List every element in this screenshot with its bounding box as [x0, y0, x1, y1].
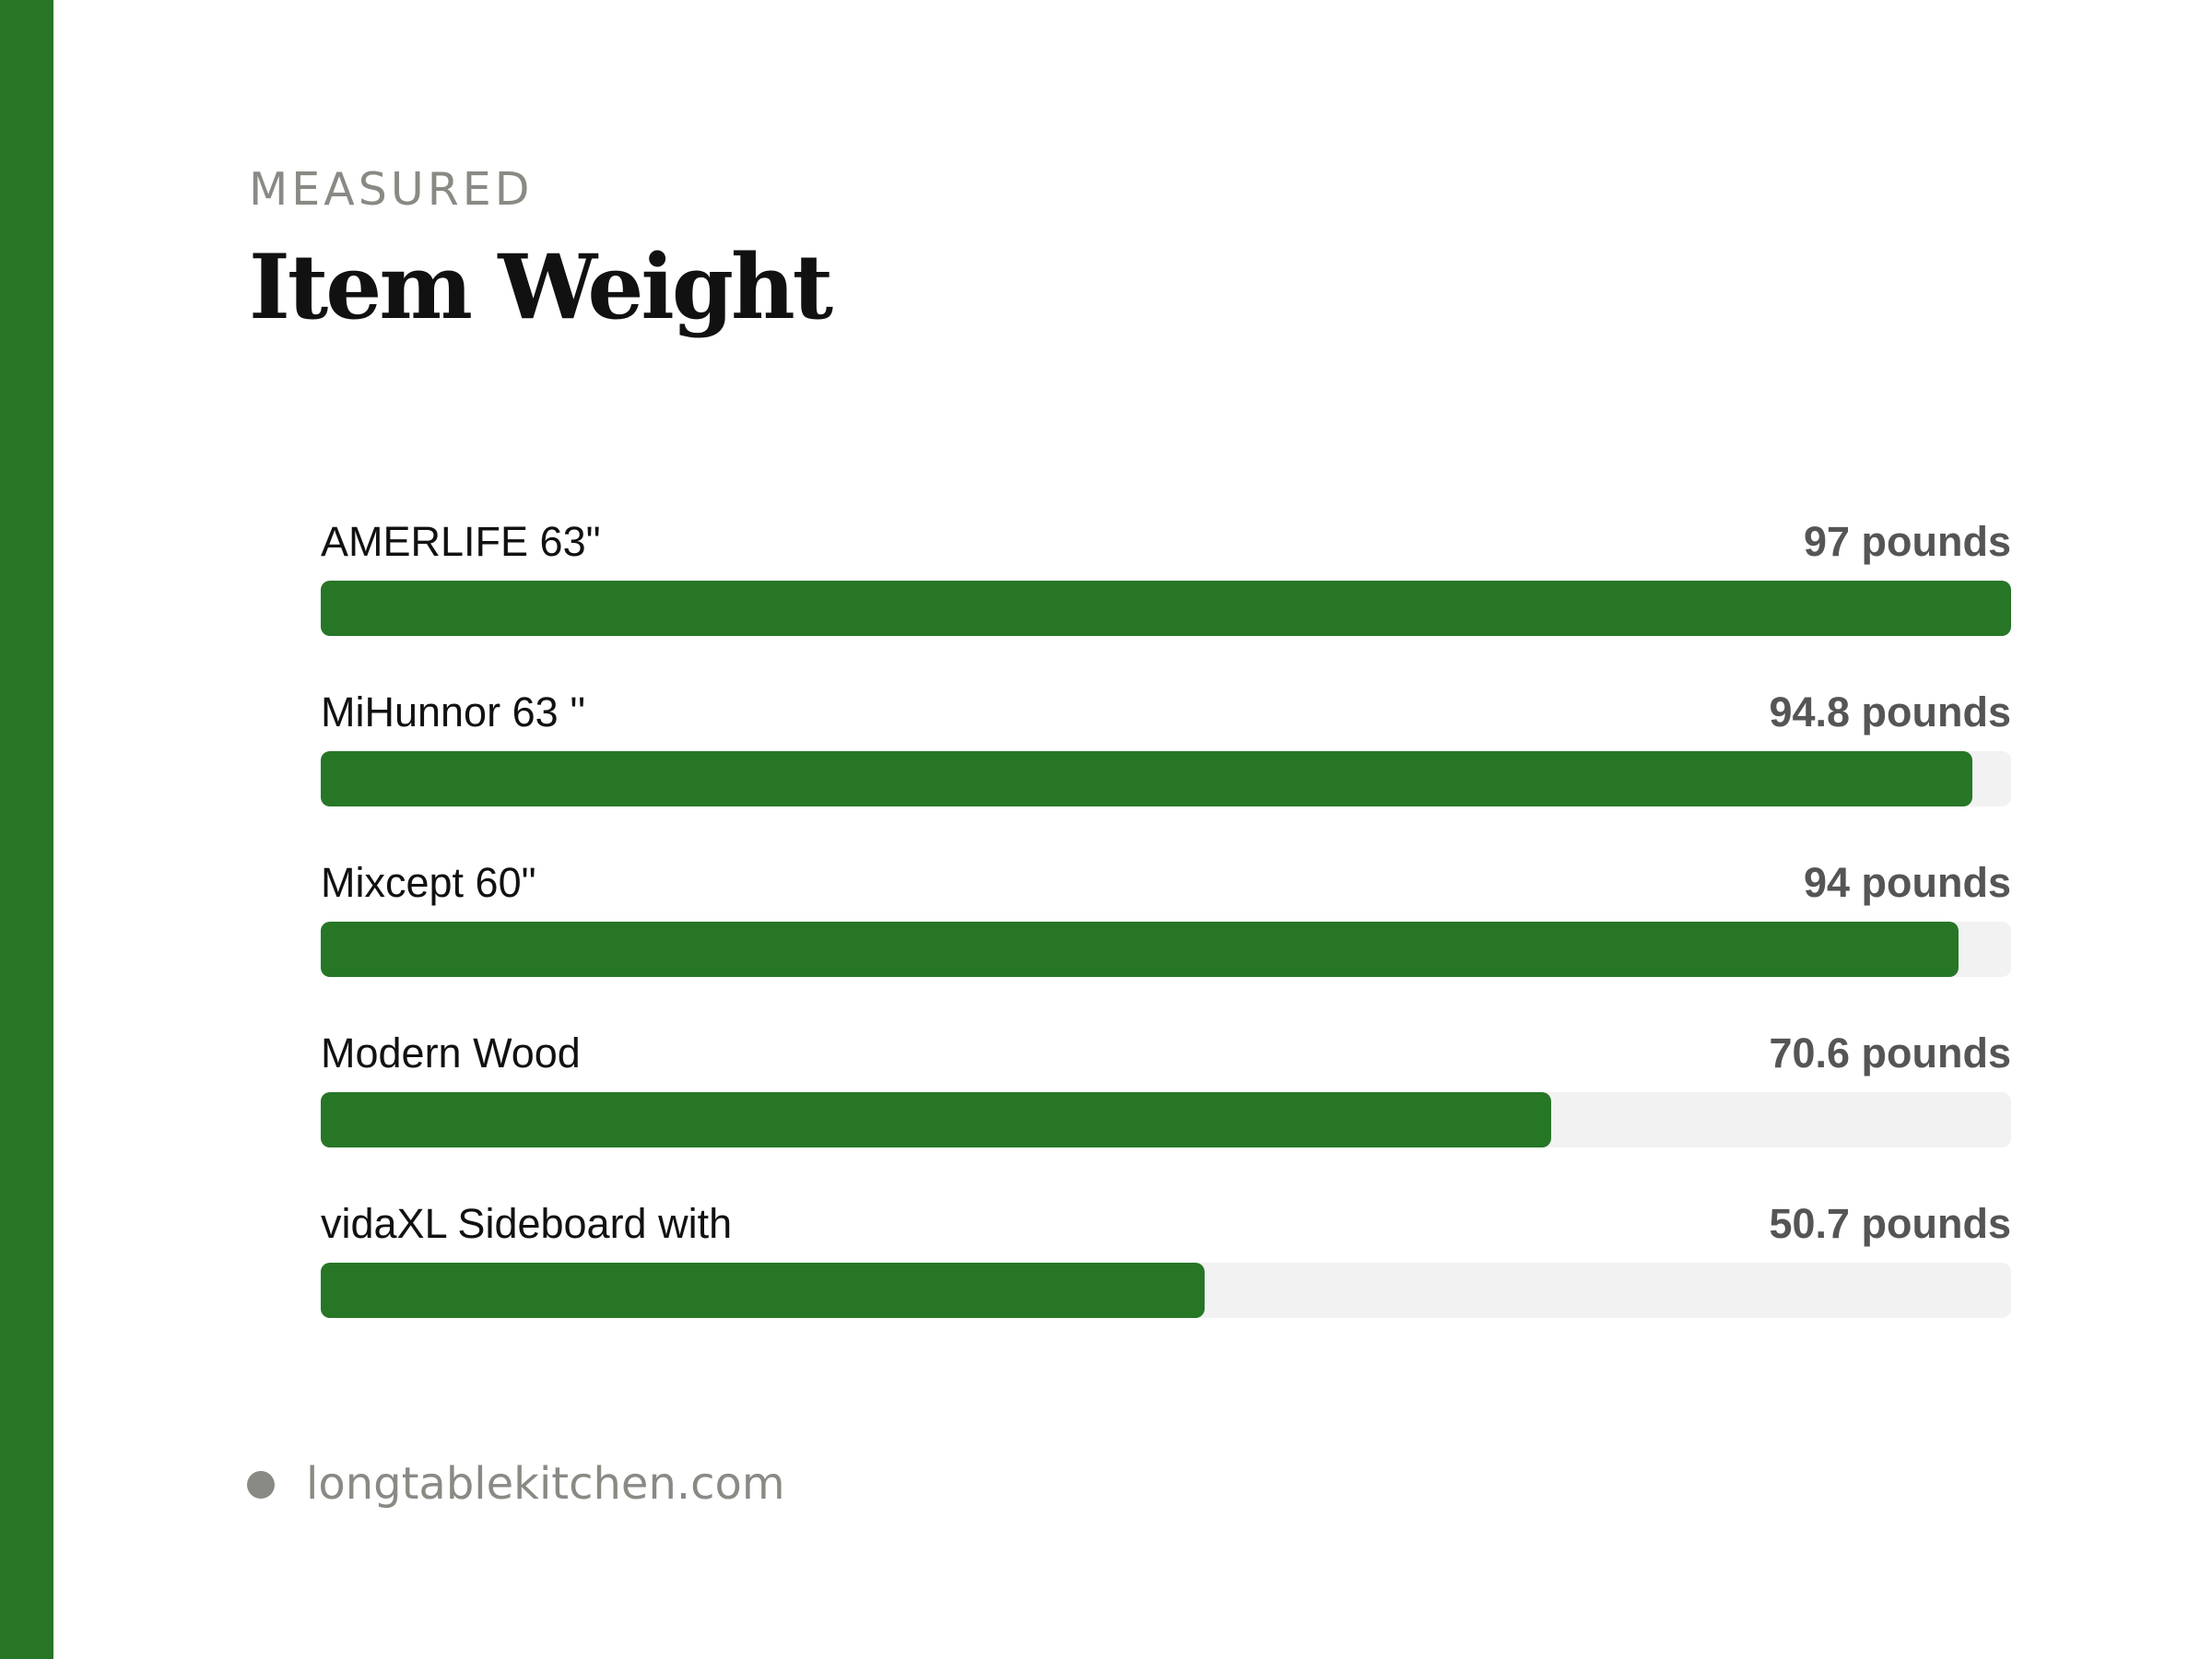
chart-eyebrow: MEASURED	[249, 163, 534, 216]
bar-track	[321, 581, 2011, 636]
bar-row: Mixcept 60" 94 pounds	[321, 839, 2011, 977]
bar-track	[321, 1092, 2011, 1147]
bar-value-label: 50.7 pounds	[1769, 1200, 2011, 1247]
source-dot-icon	[247, 1471, 275, 1499]
source-text: longtablekitchen.com	[306, 1458, 785, 1510]
bar-value-label: 94 pounds	[1803, 859, 2011, 906]
bar	[321, 581, 2011, 636]
bar-track	[321, 1263, 2011, 1318]
chart-title: Item Weight	[249, 235, 833, 339]
bar-label: AMERLIFE 63"	[321, 518, 601, 565]
bar-label: MiHunnor 63 ''	[321, 688, 586, 735]
bar-row: AMERLIFE 63" 97 pounds	[321, 498, 2011, 636]
bar-chart: AMERLIFE 63" 97 pounds MiHunnor 63 '' 94.8 …	[321, 498, 2011, 1327]
bar-value-label: 94.8 pounds	[1769, 688, 2011, 735]
bar-track	[321, 751, 2011, 806]
bar-label: Mixcept 60"	[321, 859, 536, 906]
bar-label: vidaXL Sideboard with	[321, 1200, 733, 1247]
bar	[321, 751, 1972, 806]
bar-row: vidaXL Sideboard with 50.7 pounds	[321, 1180, 2011, 1318]
bar-track	[321, 922, 2011, 977]
bar-value-label: 70.6 pounds	[1769, 1030, 2011, 1077]
bar-label: Modern Wood	[321, 1030, 581, 1077]
accent-stripe	[0, 0, 53, 1659]
bar-row: MiHunnor 63 '' 94.8 pounds	[321, 668, 2011, 806]
bar-value-label: 97 pounds	[1803, 518, 2011, 565]
bar	[321, 1092, 1551, 1147]
bar	[321, 922, 1959, 977]
bar	[321, 1263, 1205, 1318]
bar-row: Modern Wood 70.6 pounds	[321, 1009, 2011, 1147]
